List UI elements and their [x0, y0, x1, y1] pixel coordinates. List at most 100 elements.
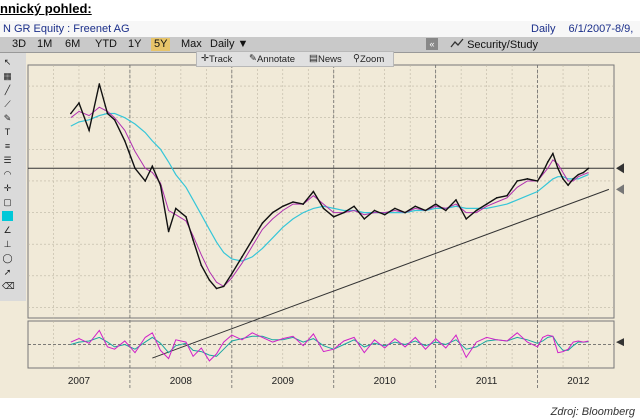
price-point	[577, 173, 580, 176]
period-3d-button[interactable]: 3D	[12, 38, 27, 50]
annotate-button[interactable]: ✎ Annotate	[249, 53, 296, 65]
cross-tool-icon[interactable]: ✛	[3, 183, 12, 193]
trend-marker-icon	[616, 184, 624, 195]
period-toolbar: 3D 1M 6M YTD 1Y 5Y Max Daily ▼ « Securit…	[0, 37, 640, 53]
frequency-dropdown[interactable]: Daily ▼	[210, 38, 248, 50]
x-tick-label: 2010	[374, 376, 397, 387]
price-point	[151, 165, 154, 167]
price-point	[185, 216, 187, 218]
price-point	[587, 167, 590, 170]
price-point	[567, 184, 569, 186]
period-5y-button[interactable]: 5Y	[151, 38, 171, 51]
price-point	[414, 205, 417, 208]
price-point	[144, 180, 146, 182]
price-point	[174, 207, 177, 210]
title-bar: N GR Equity : Freenet AG Daily 6/1/2007-…	[0, 21, 640, 37]
color-tool-icon[interactable]	[2, 211, 13, 221]
price-point	[312, 190, 315, 193]
price-point	[271, 211, 274, 214]
price-point	[572, 178, 575, 180]
period-ytd-button[interactable]: YTD	[95, 38, 117, 50]
price-point	[475, 209, 478, 212]
measure-tool-icon[interactable]: ⊥	[3, 239, 12, 249]
x-tick-label: 2007	[68, 376, 91, 387]
period-6m-button[interactable]: 6M	[65, 38, 81, 50]
price-point	[292, 201, 294, 203]
study-chart-icon	[450, 38, 464, 48]
price-point	[363, 218, 366, 220]
angle-tool-icon[interactable]: ∠	[3, 225, 12, 235]
chart-svg: 2007 2008 2009 2010 2011 2012	[27, 64, 624, 390]
arc-tool-icon[interactable]: ◠	[3, 169, 12, 179]
price-point	[302, 203, 304, 205]
price-point	[241, 256, 243, 258]
price-point	[251, 239, 254, 241]
channel-tool-icon[interactable]: ≡	[4, 141, 11, 151]
price-point	[465, 218, 468, 220]
price-point	[88, 129, 90, 132]
price-point	[113, 119, 116, 121]
price-point	[261, 222, 264, 224]
price-point	[562, 178, 564, 180]
price-point	[343, 211, 345, 214]
fib-tool-icon[interactable]: ☰	[3, 155, 12, 165]
text-tool-icon[interactable]: T	[4, 127, 11, 137]
x-tick-label: 2009	[272, 376, 295, 387]
chart-subtoolbar: ✛ Track ✎ Annotate ▤ News ⚲ Zoom	[196, 51, 394, 67]
news-button[interactable]: ▤ News	[309, 53, 342, 65]
security-study-button[interactable]: Security/Study	[450, 38, 538, 51]
security-title: N GR Equity : Freenet AG	[3, 23, 130, 35]
x-tick-label: 2008	[170, 376, 193, 387]
period-1y-button[interactable]: 1Y	[128, 38, 142, 50]
price-point	[208, 279, 211, 281]
price-point	[373, 209, 376, 212]
price-point	[445, 209, 447, 212]
price-point	[231, 272, 233, 275]
price-point	[541, 171, 544, 174]
price-point	[70, 112, 72, 115]
annotate-label: Annotate	[256, 54, 296, 65]
chevron-down-icon: ▼	[237, 38, 249, 50]
pointer-tool-icon[interactable]: ↖	[3, 57, 12, 67]
price-point	[383, 213, 386, 216]
frequency-value: Daily	[210, 38, 235, 50]
price-point	[124, 140, 126, 142]
price-point	[546, 161, 549, 163]
price-point	[552, 152, 554, 155]
price-point	[516, 180, 518, 182]
date-info: Daily 6/1/2007-8/9,	[531, 23, 640, 35]
price-point	[332, 216, 335, 218]
arrow-tool-icon[interactable]: ➚	[3, 267, 12, 277]
line-tool-icon[interactable]: ╱	[4, 85, 11, 95]
period-1m-button[interactable]: 1M	[37, 38, 53, 50]
track-button[interactable]: ✛ Track	[201, 53, 233, 65]
period-max-button[interactable]: Max	[181, 38, 202, 50]
price-point	[134, 167, 136, 170]
collapse-button[interactable]: «	[426, 38, 438, 50]
date-range: 6/1/2007-8/9,	[568, 23, 634, 35]
oscillator-marker-icon	[616, 338, 624, 347]
price-point	[98, 83, 101, 85]
price-point	[200, 264, 203, 267]
slow-moving-average-line	[70, 112, 589, 262]
box-tool-icon[interactable]: ▢	[3, 197, 12, 207]
price-point	[424, 209, 427, 212]
price-marker-icon	[616, 163, 624, 174]
erase-tool-icon[interactable]: ⌫	[2, 281, 15, 291]
price-point	[582, 171, 585, 174]
price-point	[536, 180, 539, 182]
ellipse-tool-icon[interactable]: ◯	[2, 253, 13, 263]
zoom-button[interactable]: ⚲ Zoom	[353, 53, 385, 65]
price-point	[485, 203, 488, 205]
zoom-label: Zoom	[359, 54, 385, 65]
track-label: Track	[208, 54, 233, 65]
pencil-tool-icon[interactable]: ✎	[3, 113, 12, 123]
trend-tool-icon[interactable]: ⟋	[4, 99, 11, 109]
fast-moving-average-line	[70, 106, 589, 288]
grid-tool-icon[interactable]: ▦	[3, 71, 12, 81]
price-point	[434, 203, 437, 205]
price-point	[496, 197, 498, 199]
price-line	[70, 83, 589, 290]
price-point	[557, 167, 559, 170]
price-point	[404, 211, 406, 214]
